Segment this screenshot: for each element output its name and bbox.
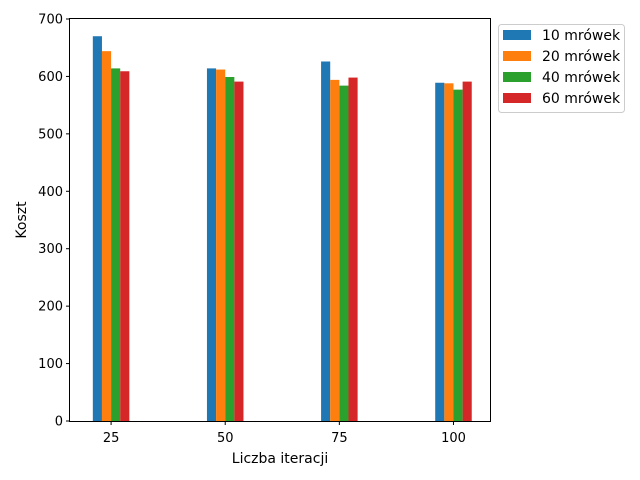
- bar-40-mrówek-100: [453, 89, 463, 421]
- bar-60-mrówek-50: [234, 81, 244, 422]
- x-tick-label: 100: [441, 431, 466, 446]
- bar-40-mrówek-25: [111, 68, 121, 421]
- legend-label: 20 mrówek: [542, 49, 621, 65]
- x-axis-title: Liczba iteracji: [232, 451, 328, 467]
- legend-label: 40 mrówek: [542, 70, 621, 86]
- y-tick-label: 100: [38, 357, 63, 372]
- x-tick-label: 75: [331, 431, 348, 446]
- y-axis-title: Koszt: [14, 201, 30, 239]
- bar-40-mrówek-50: [225, 77, 235, 421]
- y-tick-label: 500: [38, 127, 63, 142]
- y-tick-label: 600: [38, 70, 63, 85]
- legend: 10 mrówek 20 mrówek 40 mrówek 60 mrówek: [498, 24, 625, 113]
- legend-swatch: [503, 30, 531, 40]
- legend-label: 10 mrówek: [542, 28, 621, 44]
- bar-20-mrówek-25: [101, 51, 112, 421]
- y-tick-label: 0: [55, 415, 63, 430]
- bar-20-mrówek-50: [216, 69, 226, 421]
- y-axis: 0 100 200 300 400 500 600 700: [38, 13, 70, 430]
- bars-layer: [92, 36, 472, 422]
- bar-10-mrówek-25: [92, 36, 102, 421]
- legend-swatch: [503, 72, 531, 82]
- legend-label: 60 mrówek: [542, 91, 621, 107]
- plot-frame: [69, 18, 491, 422]
- bar-60-mrówek-75: [348, 77, 358, 421]
- bar-20-mrówek-100: [444, 83, 454, 421]
- x-axis: 25 50 75 100: [103, 421, 466, 446]
- x-tick-label: 25: [103, 431, 120, 446]
- x-tick-label: 50: [217, 431, 234, 446]
- bar-60-mrówek-100: [462, 81, 472, 422]
- legend-swatch: [503, 51, 531, 61]
- bar-60-mrówek-25: [120, 71, 130, 421]
- bar-40-mrówek-75: [339, 85, 349, 422]
- y-tick-label: 700: [38, 13, 63, 28]
- bar-10-mrówek-100: [435, 82, 445, 421]
- y-tick-label: 200: [38, 300, 63, 315]
- legend-swatch: [503, 93, 531, 103]
- bar-20-mrówek-75: [330, 79, 340, 422]
- legend-frame: [498, 24, 625, 113]
- bar-10-mrówek-50: [206, 68, 217, 421]
- bar-10-mrówek-75: [321, 61, 331, 422]
- y-tick-label: 300: [38, 242, 63, 257]
- y-tick-label: 400: [38, 185, 63, 200]
